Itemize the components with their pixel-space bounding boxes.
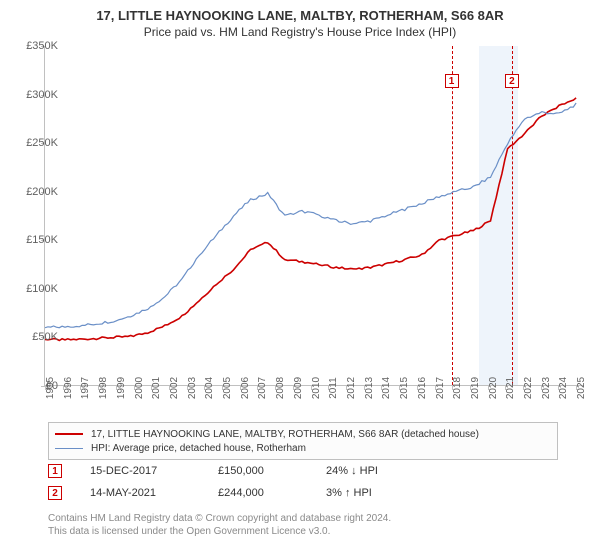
y-tick-label: £150K — [2, 234, 58, 246]
footer-line-1: Contains HM Land Registry data © Crown c… — [48, 512, 558, 525]
sale-row: 2 14-MAY-2021 £244,000 3% ↑ HPI — [48, 482, 558, 504]
x-tick-label: 2011 — [328, 377, 339, 399]
sale-price: £150,000 — [218, 465, 298, 477]
y-tick-label: £200K — [2, 186, 58, 198]
x-tick-label: 2002 — [169, 377, 180, 399]
chart-title: 17, LITTLE HAYNOOKING LANE, MALTBY, ROTH… — [0, 8, 600, 23]
x-tick-label: 2013 — [364, 377, 375, 399]
sales-table: 1 15-DEC-2017 £150,000 24% ↓ HPI 2 14-MAY-202… — [48, 460, 558, 504]
x-tick-label: 2021 — [505, 377, 516, 399]
legend: 17, LITTLE HAYNOOKING LANE, MALTBY, ROTH… — [48, 422, 558, 460]
sale-delta: 24% ↓ HPI — [326, 465, 406, 477]
x-tick-label: 1998 — [98, 377, 109, 399]
x-tick-label: 2000 — [134, 377, 145, 399]
x-tick-label: 1996 — [63, 377, 74, 399]
x-tick-label: 2006 — [240, 377, 251, 399]
x-tick-label: 2009 — [293, 377, 304, 399]
y-tick-label: £300K — [2, 89, 58, 101]
x-tick-label: 2025 — [576, 377, 587, 399]
y-tick-label: £250K — [2, 137, 58, 149]
x-tick-label: 1997 — [80, 377, 91, 399]
x-tick-label: 2019 — [470, 377, 481, 399]
sale-date: 15-DEC-2017 — [90, 465, 190, 477]
chart-container: 17, LITTLE HAYNOOKING LANE, MALTBY, ROTH… — [0, 0, 600, 560]
x-tick-label: 2018 — [452, 377, 463, 399]
legend-swatch — [55, 433, 83, 435]
footer-line-2: This data is licensed under the Open Gov… — [48, 525, 558, 538]
title-block: 17, LITTLE HAYNOOKING LANE, MALTBY, ROTH… — [0, 0, 600, 43]
chart-svg — [45, 46, 585, 386]
x-tick-label: 2003 — [187, 377, 198, 399]
footer: Contains HM Land Registry data © Crown c… — [48, 512, 558, 538]
x-tick-label: 2005 — [222, 377, 233, 399]
x-tick-label: 2010 — [311, 377, 322, 399]
legend-swatch — [55, 448, 83, 449]
x-tick-label: 2014 — [381, 377, 392, 399]
x-tick-label: 2023 — [541, 377, 552, 399]
sale-row: 1 15-DEC-2017 £150,000 24% ↓ HPI — [48, 460, 558, 482]
legend-label: HPI: Average price, detached house, Roth… — [91, 443, 306, 454]
legend-label: 17, LITTLE HAYNOOKING LANE, MALTBY, ROTH… — [91, 429, 479, 440]
x-tick-label: 1999 — [116, 377, 127, 399]
x-tick-label: 2015 — [399, 377, 410, 399]
annotation-flag: 2 — [505, 74, 519, 88]
sale-price: £244,000 — [218, 487, 298, 499]
chart-subtitle: Price paid vs. HM Land Registry's House … — [0, 25, 600, 39]
x-tick-label: 2016 — [417, 377, 428, 399]
x-tick-label: 2017 — [435, 377, 446, 399]
sale-flag-number: 1 — [48, 464, 62, 478]
x-tick-label: 2001 — [151, 377, 162, 399]
sale-date: 14-MAY-2021 — [90, 487, 190, 499]
x-tick-label: 2007 — [257, 377, 268, 399]
x-tick-label: 2012 — [346, 377, 357, 399]
y-tick-label: £50K — [2, 331, 58, 343]
y-tick-label: £0 — [2, 380, 58, 392]
x-tick-label: 2022 — [523, 377, 534, 399]
sale-flag-number: 2 — [48, 486, 62, 500]
legend-row: HPI: Average price, detached house, Roth… — [55, 441, 551, 455]
annotation-flag: 1 — [445, 74, 459, 88]
x-tick-label: 2020 — [488, 377, 499, 399]
sale-delta: 3% ↑ HPI — [326, 487, 406, 499]
x-tick-label: 2004 — [204, 377, 215, 399]
y-tick-label: £350K — [2, 40, 58, 52]
x-tick-label: 2008 — [275, 377, 286, 399]
chart-plot-area: 1219951996199719981999200020012002200320… — [44, 46, 584, 386]
series-line-property — [45, 98, 576, 341]
series-line-hpi — [45, 103, 576, 328]
legend-row: 17, LITTLE HAYNOOKING LANE, MALTBY, ROTH… — [55, 427, 551, 441]
y-tick-label: £100K — [2, 283, 58, 295]
x-tick-label: 2024 — [558, 377, 569, 399]
